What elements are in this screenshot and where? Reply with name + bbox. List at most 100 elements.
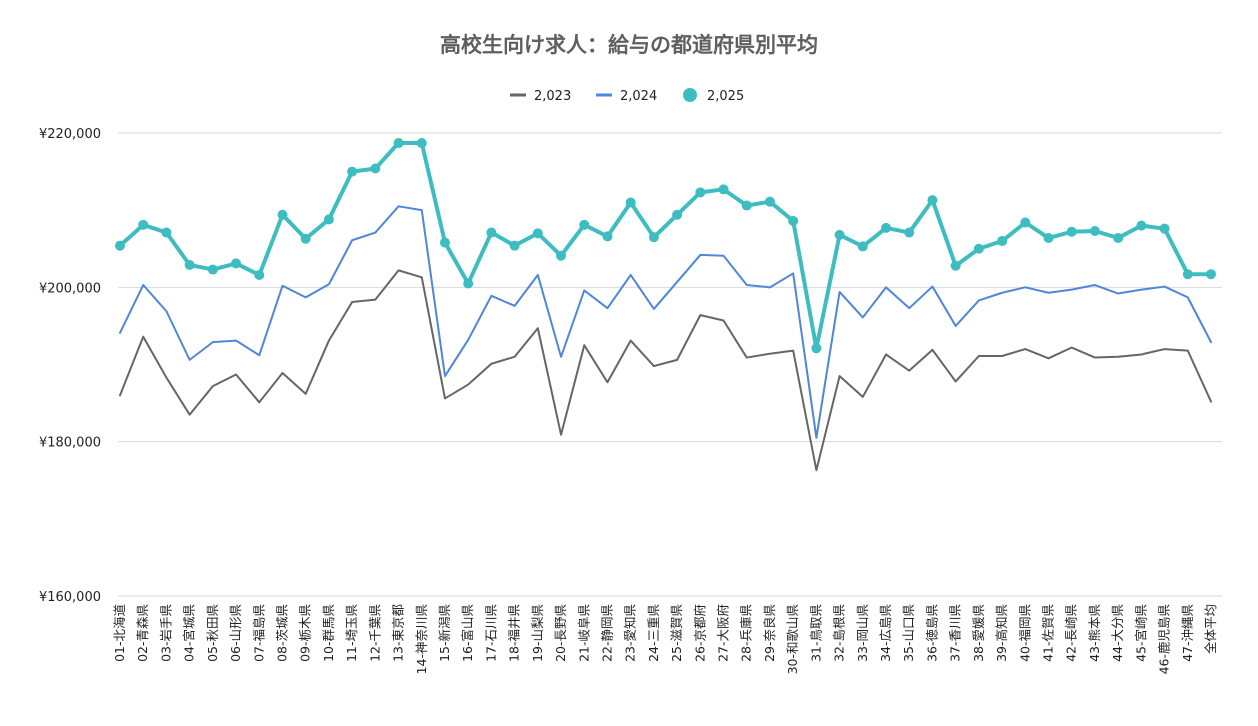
data-point xyxy=(254,269,265,280)
x-tick-label: 15-新潟県 xyxy=(437,604,452,662)
data-point xyxy=(1136,220,1147,231)
x-tick-label: 45-宮崎県 xyxy=(1133,604,1148,662)
x-tick-label: 20-長野県 xyxy=(553,604,568,662)
data-point xyxy=(393,138,404,149)
data-point xyxy=(997,236,1008,247)
data-point xyxy=(718,184,729,195)
data-point xyxy=(695,187,706,198)
gridlines xyxy=(118,132,1222,597)
x-tick-label: 38-愛媛県 xyxy=(971,604,986,662)
x-tick-label: 21-岐阜県 xyxy=(576,604,591,662)
x-tick-label: 23-愛知県 xyxy=(623,604,638,662)
x-tick-label: 全体平均 xyxy=(1203,604,1218,654)
x-tick-label: 33-岡山県 xyxy=(855,604,870,662)
data-point xyxy=(1159,223,1170,234)
x-tick-label: 31-鳥取県 xyxy=(808,604,823,662)
data-point xyxy=(347,166,358,177)
data-point xyxy=(648,232,659,243)
data-point xyxy=(927,195,938,206)
x-tick-label: 05-秋田県 xyxy=(205,604,220,662)
x-tick-label: 47-沖縄県 xyxy=(1180,604,1195,662)
data-point xyxy=(1206,269,1216,280)
data-point xyxy=(788,215,799,226)
x-tick-label: 08-茨城県 xyxy=(274,604,289,662)
data-point xyxy=(625,197,636,208)
data-point xyxy=(184,259,195,270)
data-point xyxy=(672,209,683,220)
data-point xyxy=(950,260,961,271)
x-tick-label: 41-佐賀県 xyxy=(1041,604,1056,662)
y-axis: ¥160,000 ¥180,000 ¥200,000 ¥220,000 xyxy=(39,127,101,605)
data-point xyxy=(1182,269,1193,280)
data-point xyxy=(764,196,775,207)
x-tick-label: 27-大阪府 xyxy=(716,604,731,662)
x-tick-label: 28-兵庫県 xyxy=(739,604,754,662)
legend-marker xyxy=(683,88,697,102)
x-tick-label: 34-広島県 xyxy=(878,604,893,662)
data-point xyxy=(881,222,892,233)
x-tick-label: 13-東京都 xyxy=(391,604,406,662)
x-tick-label: 17-石川県 xyxy=(483,604,498,662)
data-point xyxy=(231,258,242,269)
data-point xyxy=(207,264,218,275)
x-tick-label: 12-千葉県 xyxy=(367,604,382,662)
x-tick-label: 37-香川県 xyxy=(948,604,963,662)
data-point xyxy=(115,240,125,251)
data-point xyxy=(556,250,567,261)
x-tick-label: 06-山形県 xyxy=(228,604,243,662)
data-point xyxy=(463,278,474,289)
data-point xyxy=(416,138,427,149)
data-point xyxy=(370,163,381,174)
data-point xyxy=(161,227,172,238)
data-point xyxy=(741,200,752,211)
x-tick-label: 42-長崎県 xyxy=(1064,604,1079,662)
chart-title: 高校生向け求人：給与の都道府県別平均 xyxy=(440,33,818,57)
x-tick-label: 01-北海道 xyxy=(112,604,127,662)
x-tick-label: 35-山口県 xyxy=(901,604,916,662)
x-tick-label: 04-宮城県 xyxy=(182,604,197,662)
x-tick-label: 02-青森県 xyxy=(135,604,150,662)
data-point xyxy=(857,241,868,252)
x-tick-label: 11-埼玉県 xyxy=(344,604,359,662)
series-group xyxy=(115,138,1216,472)
x-tick-label: 36-徳島県 xyxy=(924,604,939,662)
x-tick-label: 39-高知県 xyxy=(994,604,1009,662)
x-tick-label: 16-富山県 xyxy=(460,604,475,662)
x-tick-label: 30-和歌山県 xyxy=(785,604,800,674)
data-point xyxy=(1020,217,1031,228)
data-point xyxy=(300,233,311,244)
x-tick-label: 14-神奈川県 xyxy=(414,604,429,674)
y-tick-label: ¥180,000 xyxy=(39,436,101,451)
x-tick-label: 24-三重県 xyxy=(646,604,661,662)
data-point xyxy=(1113,232,1124,243)
data-point xyxy=(277,209,288,220)
x-tick-label: 07-福島県 xyxy=(251,604,266,662)
legend-label: 2,023 xyxy=(534,89,571,104)
x-tick-label: 22-静岡県 xyxy=(599,604,614,662)
data-point xyxy=(579,219,590,230)
data-point xyxy=(1089,226,1100,237)
legend-label: 2,025 xyxy=(707,89,744,104)
x-axis: 01-北海道 02-青森県 03-岩手県 04-宮城県 05-秋田県 06-山形県 07-福… xyxy=(112,604,1218,675)
x-tick-label: 03-岩手県 xyxy=(158,604,173,662)
data-point xyxy=(138,219,149,230)
y-tick-label: ¥200,000 xyxy=(39,281,101,296)
x-tick-label: 19-山梨県 xyxy=(530,604,545,662)
x-tick-label: 25-滋賀県 xyxy=(669,604,684,662)
x-tick-label: 46-鹿児島県 xyxy=(1157,604,1172,674)
legend: 2,023 2,024 2,025 xyxy=(510,88,744,104)
x-tick-label: 43-熊本県 xyxy=(1087,604,1102,662)
data-point xyxy=(486,227,497,238)
data-point xyxy=(602,231,613,242)
data-point xyxy=(811,343,822,354)
data-point xyxy=(904,227,915,238)
series-line xyxy=(119,205,1212,439)
x-tick-label: 09-栃木県 xyxy=(298,604,313,662)
data-point xyxy=(973,243,984,254)
y-tick-label: ¥160,000 xyxy=(39,590,101,605)
x-tick-label: 40-福岡県 xyxy=(1017,604,1032,662)
data-point xyxy=(1066,226,1077,237)
data-point xyxy=(323,214,334,225)
data-point xyxy=(532,228,543,239)
